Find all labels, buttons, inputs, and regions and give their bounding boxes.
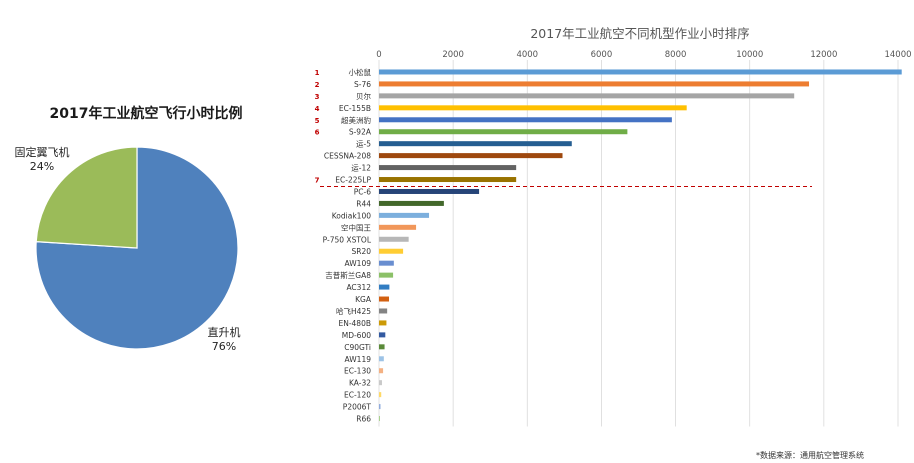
bar-14 [379,236,409,242]
category-label-9: EC-225LP [335,176,371,185]
rank-label-3: 4 [315,105,320,113]
pie-title: 2017年工业航空飞行小时比例 [50,105,243,122]
tick-label-2: 4000 [516,50,538,60]
pie-slices [35,146,239,350]
bar-20 [379,308,388,314]
category-label-3: EC-155B [339,104,371,113]
category-label-22: MD-600 [342,331,371,340]
bar-27 [379,392,382,398]
rank-label-1: 2 [315,81,320,89]
category-label-6: 运-5 [356,140,371,149]
bar-3 [379,105,687,111]
bar-2 [379,93,795,99]
bar-7 [379,153,563,159]
tick-label-3: 6000 [591,50,613,60]
bar-8 [379,165,517,171]
tick-label-4: 8000 [665,50,687,60]
rank-label-2: 3 [315,93,320,101]
pie-percent-fixed-wing: 24% [30,160,54,173]
category-label-14: P-750 XSTOL [323,235,372,244]
category-label-15: SR20 [351,247,371,256]
bar-21 [379,320,387,326]
category-label-16: AW109 [345,259,372,268]
category-label-29: R66 [356,415,371,424]
bar-28 [379,404,381,410]
bar-rank-labels: 1 2 3 4 5 6 7 [315,69,320,185]
category-label-5: S-92A [349,128,372,137]
bar-title: 2017年工业航空不同机型作业小时排序 [530,26,749,41]
category-label-1: S-76 [354,80,371,89]
category-label-17: 吉普斯兰GA8 [325,270,371,280]
rank-label-0: 1 [315,69,320,77]
category-label-24: AW119 [345,355,372,364]
bar-22 [379,332,386,338]
bar-axis-ticks: 0 2000 4000 6000 8000 10000 12000 14000 [376,50,911,60]
tick-label-6: 12000 [810,50,837,60]
bar-25 [379,368,384,374]
bar-6 [379,141,572,147]
tick-label-0: 0 [376,50,381,60]
bar-19 [379,296,390,302]
category-label-8: 运-12 [351,164,371,173]
category-label-27: EC-120 [344,391,371,400]
category-label-10: PC-6 [354,187,371,196]
category-label-28: P2006T [343,403,372,412]
category-label-19: KGA [355,295,372,304]
category-label-4: 超美洲豹 [341,115,371,125]
data-source-note: *数据来源：通用航空管理系统 [756,450,864,460]
bar-13 [379,224,417,230]
bar-10 [379,188,480,194]
bar-11 [379,200,444,206]
category-label-21: EN-480B [338,319,371,328]
bar-17 [379,272,394,278]
tick-label-7: 14000 [884,50,911,60]
bar-bars [379,69,902,422]
bar-24 [379,356,384,362]
category-label-13: 空中国王 [341,222,371,232]
bar-26 [379,380,382,386]
rank-label-9: 7 [315,177,320,185]
bar-15 [379,248,404,254]
category-label-18: AC312 [346,283,371,292]
bar-18 [379,284,390,290]
bar-category-labels: 小松鼠 S-76 贝尔 EC-155B 超美洲豹 S-92A 运-5 CESSNA-208 运-… [323,67,372,424]
category-label-23: C90GTi [344,343,371,352]
bar-9 [379,177,517,183]
tick-label-1: 2000 [442,50,464,60]
rank-label-4: 5 [315,117,320,125]
category-label-11: R44 [356,199,371,208]
pie-slice-1 [35,146,138,249]
category-label-26: KA-32 [349,379,371,388]
category-label-2: 贝尔 [356,91,371,101]
category-label-0: 小松鼠 [349,67,372,77]
category-label-7: CESSNA-208 [324,152,371,161]
bar-23 [379,344,385,350]
pie-label-helicopter: 直升机 [208,325,241,339]
bar-gridlines [378,60,899,427]
category-label-25: EC-130 [344,367,371,376]
tick-label-5: 10000 [736,50,763,60]
bar-5 [379,129,628,135]
bar-0 [379,69,902,75]
rank-label-5: 6 [315,129,320,137]
bar-16 [379,260,394,266]
bar-12 [379,212,430,218]
category-label-12: Kodiak100 [332,211,371,220]
bar-1 [379,81,810,87]
pie-label-fixed-wing: 固定翼飞机 [15,145,70,159]
category-label-20: 哈飞H425 [336,306,371,316]
bar-4 [379,117,672,123]
bar-29 [379,416,380,422]
pie-percent-helicopter: 76% [212,340,236,353]
